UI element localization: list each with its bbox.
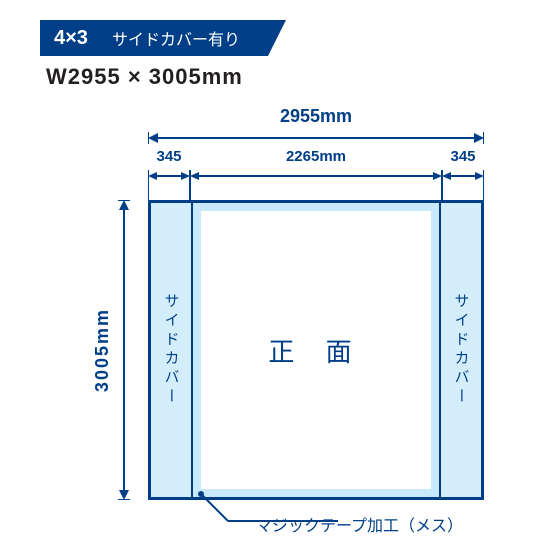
panel-front: 正 面 (193, 203, 439, 497)
header-label: サイドカバー有り (102, 20, 268, 56)
header-bar: 4×3 サイドカバー有り (40, 20, 268, 56)
dim-center-width-label: 2265mm (190, 148, 442, 165)
side-cover-right: サイドカバー (439, 203, 481, 497)
side-cover-right-label: サイドカバー (451, 293, 472, 407)
dim-side-left-label: 345 (148, 148, 190, 165)
header-badge: 4×3 (40, 20, 102, 56)
side-cover-left-label: サイドカバー (161, 293, 182, 407)
front-label: 正 面 (268, 332, 363, 369)
dim-total-width-line (148, 132, 484, 144)
panel: サイドカバー 正 面 サイドカバー (148, 200, 484, 500)
dim-segments-line (148, 170, 484, 200)
dim-side-right-label: 345 (442, 148, 484, 165)
side-cover-left: サイドカバー (151, 203, 193, 497)
dim-height-text: 3005mm (92, 308, 113, 392)
callout-label: マジックテープ加工（メス） (256, 512, 463, 536)
subtitle: W2955 × 3005mm (46, 64, 243, 90)
dim-segments: 345 2265mm 345 (148, 152, 484, 184)
dim-height-label: 3005mm (90, 200, 114, 500)
dim-total-width-label: 2955mm (148, 106, 484, 127)
dim-height-line (118, 200, 130, 500)
